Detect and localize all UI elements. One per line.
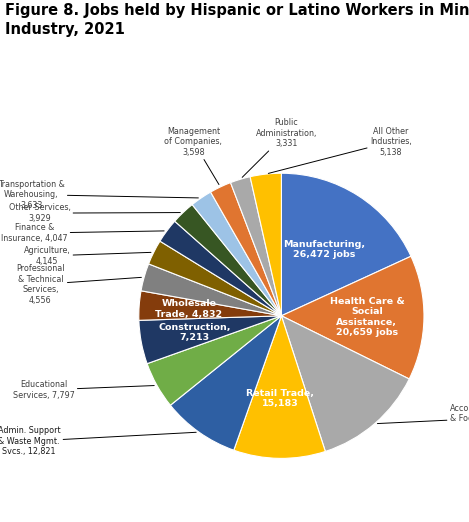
Text: Accommodation
& Food Services,
18,539: Accommodation & Food Services, 18,539 [378,404,469,433]
Wedge shape [281,316,409,452]
Text: Finance &
Insurance, 4,047: Finance & Insurance, 4,047 [1,223,164,243]
Text: Health Care &
Social
Assistance,
20,659 jobs: Health Care & Social Assistance, 20,659 … [330,297,404,337]
Text: Professional
& Technical
Services,
4,556: Professional & Technical Services, 4,556 [16,264,141,304]
Text: Figure 8. Jobs held by Hispanic or Latino Workers in Minnesota by
Industry, 2021: Figure 8. Jobs held by Hispanic or Latin… [5,3,469,38]
Wedge shape [141,264,281,316]
Wedge shape [139,291,281,321]
Wedge shape [192,192,281,316]
Text: Agriculture,
4,145: Agriculture, 4,145 [23,246,151,266]
Wedge shape [139,316,281,364]
Text: Other Services,
3,929: Other Services, 3,929 [8,204,180,223]
Wedge shape [281,256,424,379]
Text: All Other
Industries,
5,138: All Other Industries, 5,138 [268,127,411,173]
Wedge shape [231,177,281,316]
Wedge shape [160,221,281,316]
Wedge shape [281,173,411,316]
Wedge shape [147,316,281,405]
Text: Wholesale
Trade, 4,832: Wholesale Trade, 4,832 [155,300,222,319]
Wedge shape [211,183,281,316]
Wedge shape [170,316,281,450]
Text: Construction,
7,213: Construction, 7,213 [159,323,231,342]
Wedge shape [234,316,325,458]
Text: Public
Administration,
3,331: Public Administration, 3,331 [242,118,317,177]
Wedge shape [149,241,281,316]
Wedge shape [175,205,281,316]
Text: Retail Trade,
15,183: Retail Trade, 15,183 [246,389,314,408]
Wedge shape [250,173,281,316]
Text: Admin. Support
& Waste Mgmt.
Svcs., 12,821: Admin. Support & Waste Mgmt. Svcs., 12,8… [0,426,196,456]
Text: Management
of Companies,
3,598: Management of Companies, 3,598 [165,127,222,185]
Text: Transportation &
Warehousing,
3,633: Transportation & Warehousing, 3,633 [0,180,198,209]
Text: Manufacturing,
26,472 jobs: Manufacturing, 26,472 jobs [283,240,365,259]
Text: Educational
Services, 7,797: Educational Services, 7,797 [13,380,154,400]
